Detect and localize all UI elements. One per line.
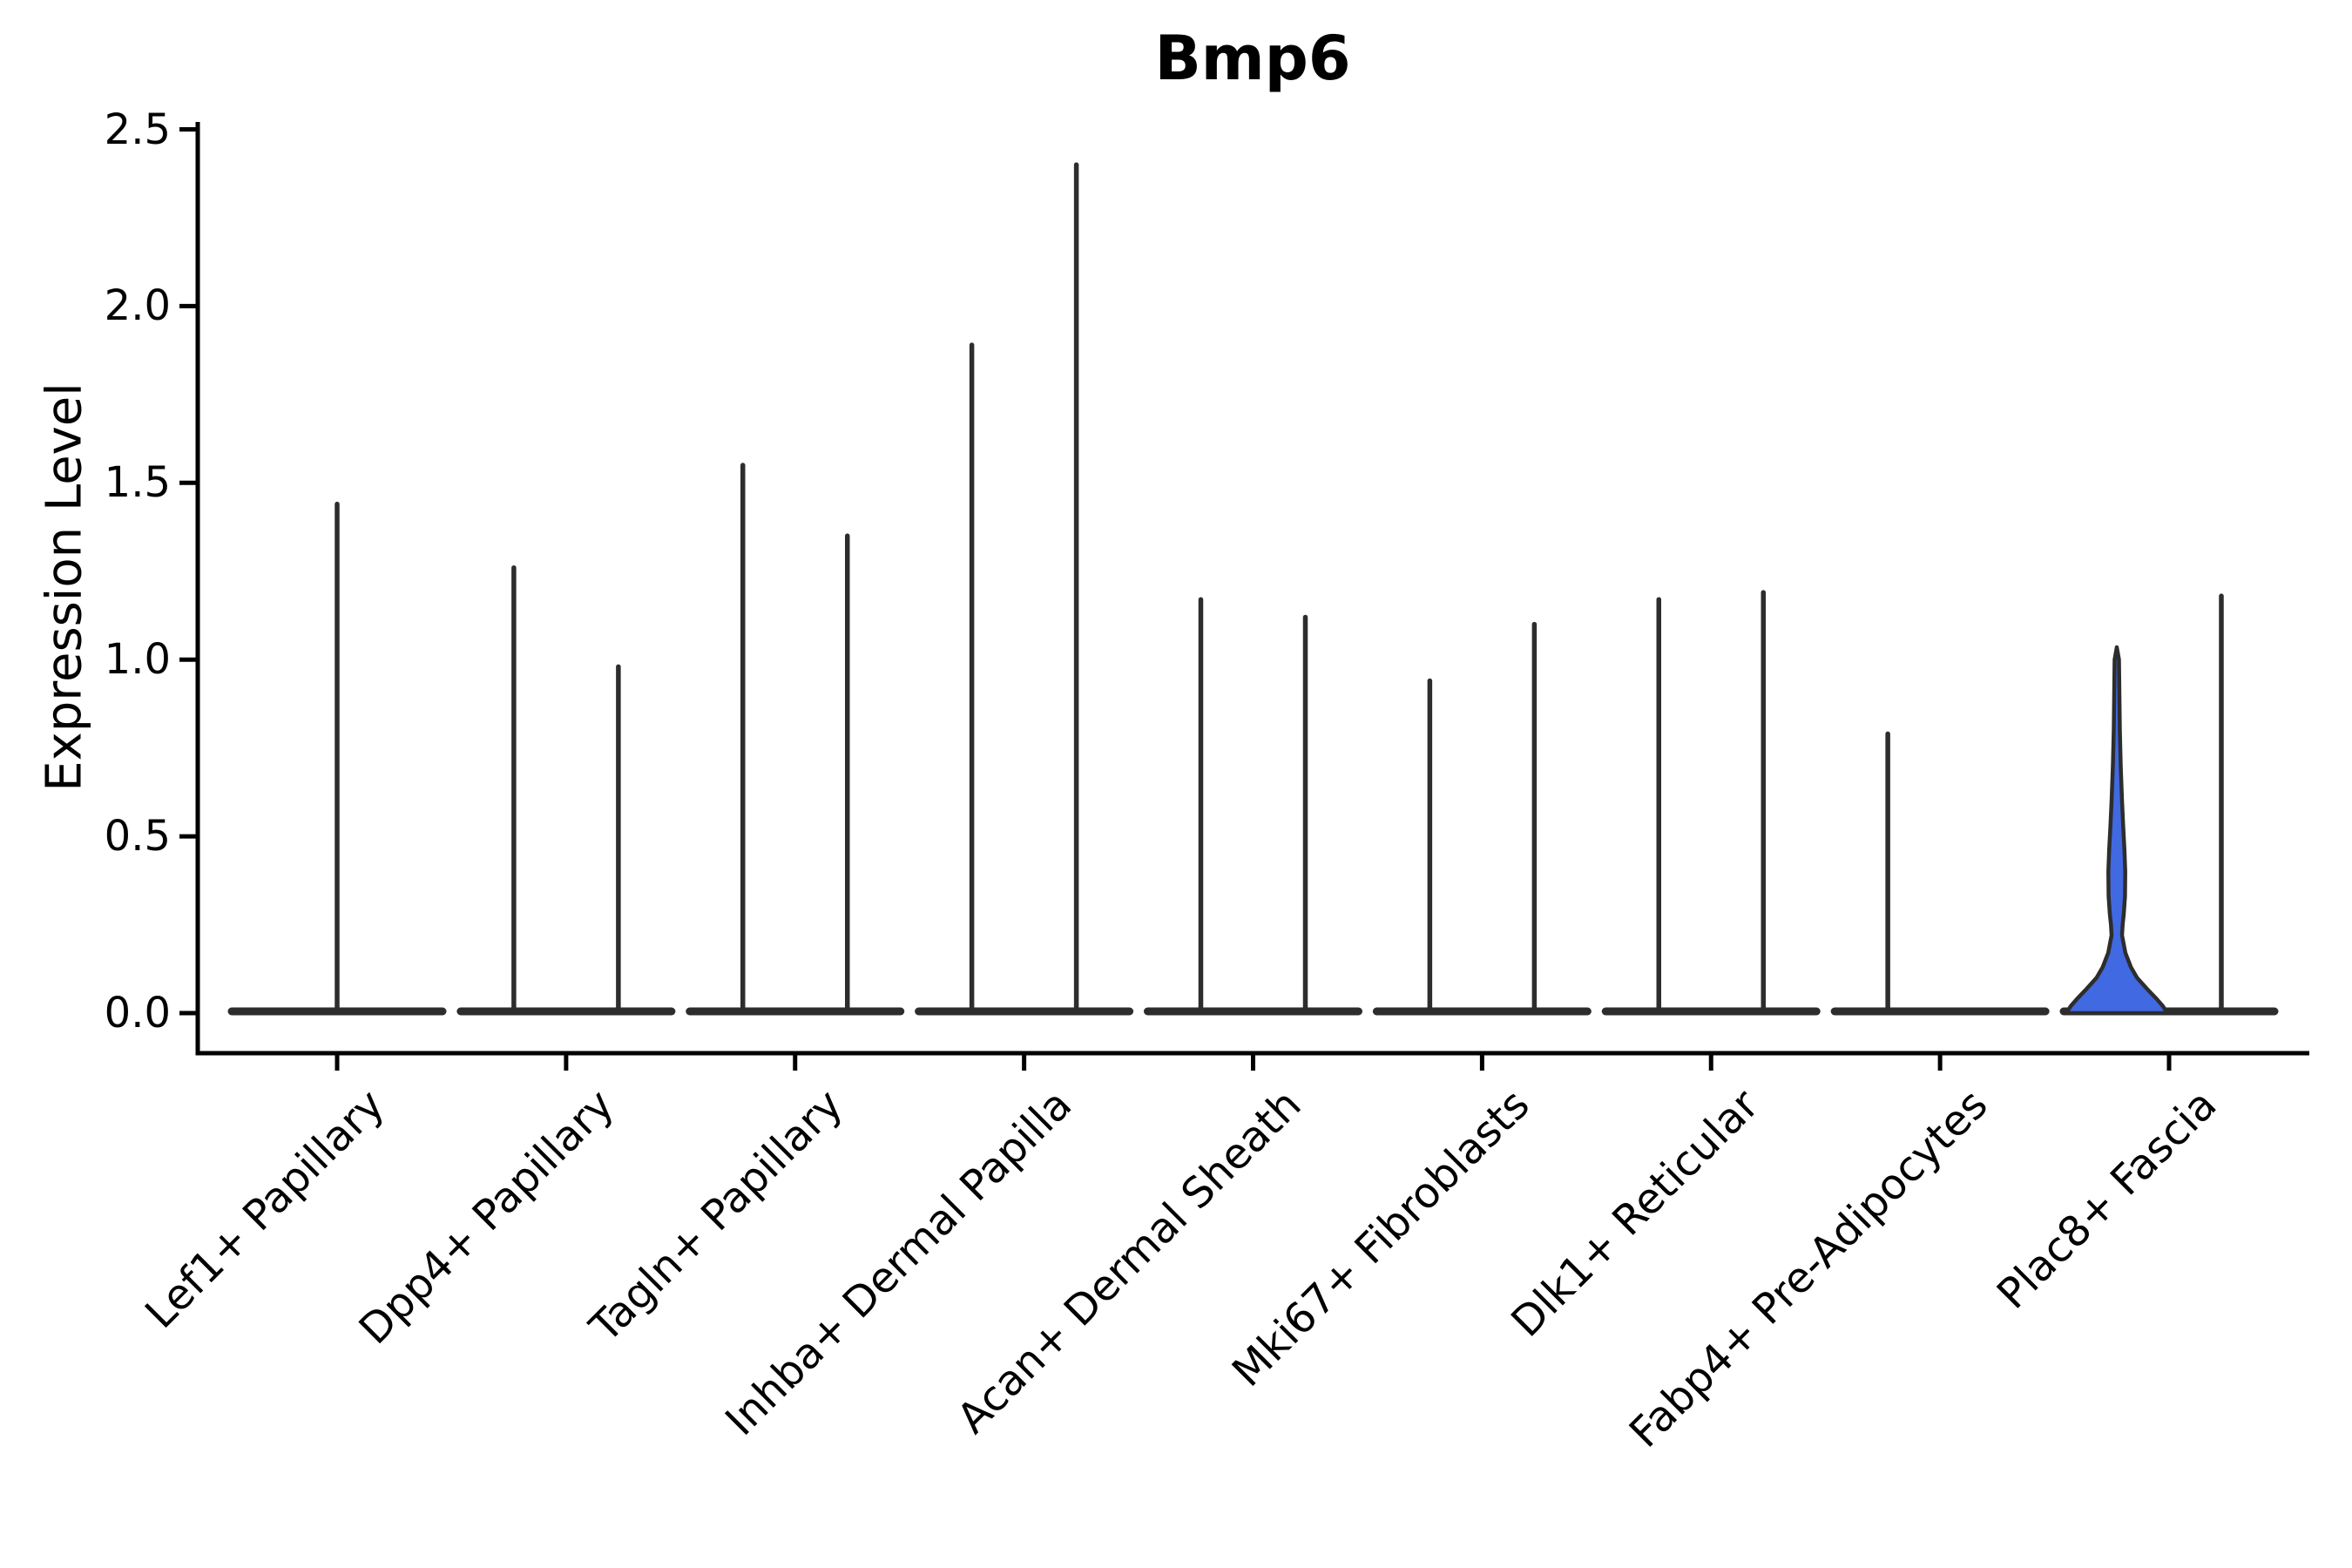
- violin-filled-plac8-fascia: [2064, 645, 2170, 1016]
- y-tick-label: 2.0: [104, 281, 171, 331]
- y-tick-label: 0.0: [104, 989, 171, 1037]
- y-tick-label: 2.5: [104, 105, 171, 154]
- y-tick-label: 1.0: [104, 635, 171, 685]
- y-tick-label: 1.5: [104, 458, 171, 508]
- plot-title: Bmp6: [1154, 23, 1351, 94]
- y-tick-label: 0.5: [104, 812, 171, 862]
- y-axis-label: Expression Level: [36, 382, 93, 792]
